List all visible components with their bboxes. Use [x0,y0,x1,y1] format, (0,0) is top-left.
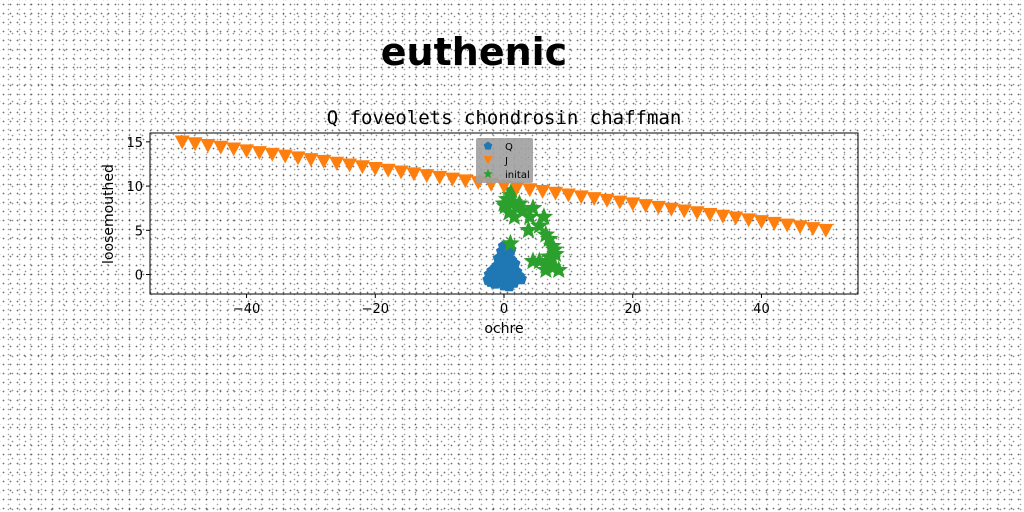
point-inital [510,194,529,212]
point-J [792,220,808,235]
x-tick-label: 0 [500,302,508,317]
y-tick-label: 5 [135,224,143,239]
point-J [264,147,280,162]
point-J [316,154,332,169]
point-J [239,144,255,159]
point-J [741,213,757,228]
point-inital [523,198,543,217]
point-J [638,199,654,214]
point-J [599,193,615,208]
x-tick-label: −20 [362,302,389,317]
point-J [650,200,666,215]
point-J [187,137,203,152]
legend-label-inital: inital [505,170,530,181]
point-J [586,192,602,206]
y-axis-ticks: 0 5 10 15 [126,136,150,284]
point-J [818,223,834,238]
legend-marker-J [483,156,493,165]
x-axis-label: ochre [484,321,523,337]
point-J [676,204,692,219]
point-Q [514,272,527,285]
point-Q [494,269,507,282]
x-axis-ticks: −40 −20 0 20 40 [233,294,770,317]
point-J [560,188,576,203]
point-inital [496,196,515,215]
x-tick-label: 40 [753,302,770,317]
point-J [406,167,422,182]
point-J [445,172,461,187]
series-J [174,135,834,238]
point-J [251,146,267,160]
point-J [419,169,435,183]
point-inital [539,247,559,265]
point-inital [539,229,559,248]
point-J [457,174,473,189]
point-inital [543,257,562,276]
point-Q [497,253,511,266]
y-tick-label: 15 [126,136,143,151]
point-J [509,181,525,196]
point-J [689,206,705,221]
point-J [354,160,370,175]
point-inital [549,260,568,278]
legend-marker-Q [483,141,493,150]
point-J [702,208,718,222]
point-J [766,216,782,231]
y-tick-label: 10 [126,180,143,195]
point-J [753,215,769,229]
legend-label-J: J [504,156,508,167]
chart-marks [174,135,834,292]
point-J [715,209,731,224]
point-inital [530,216,549,234]
point-J [432,170,448,185]
point-J [393,165,409,180]
point-J [535,185,551,199]
point-inital [520,207,539,225]
point-J [226,142,242,157]
legend-label-Q: Q [505,142,513,153]
legend-marker-inital [483,168,493,179]
x-tick-label: −40 [233,302,260,317]
point-J [612,195,628,210]
point-J [547,186,563,201]
figure-suptitle: euthenic [380,30,568,74]
y-axis-label: loosemouthed [101,164,117,264]
point-J [213,140,229,155]
point-J [663,202,679,217]
point-J [805,222,821,237]
point-J [573,190,589,205]
series-Q [482,239,527,292]
point-J [329,156,345,171]
point-inital [534,207,554,225]
point-J [380,163,396,178]
point-J [522,183,538,198]
point-inital [536,260,556,278]
point-J [779,218,795,233]
point-inital [523,251,543,270]
point-J [625,197,641,212]
chart-title: Q foveolets chondrosin chaffman [327,107,682,129]
point-Q [482,273,495,286]
point-J [174,135,190,150]
point-J [728,211,744,226]
point-inital [505,207,524,225]
point-J [290,151,306,166]
x-tick-label: 20 [624,302,641,317]
series-inital [494,180,568,278]
point-inital [501,233,520,252]
point-J [200,139,216,153]
y-tick-label: 0 [135,269,143,284]
point-inital [519,220,538,239]
point-J [496,179,512,194]
point-J [303,153,319,168]
point-J [367,162,383,176]
point-J [342,158,358,173]
point-J [277,149,293,164]
